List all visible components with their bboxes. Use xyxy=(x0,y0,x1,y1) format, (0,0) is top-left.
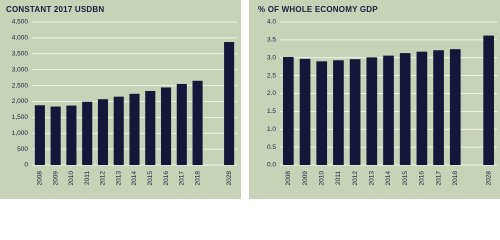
bar xyxy=(82,101,93,165)
bar xyxy=(224,42,235,165)
chart-title: CONSTANT 2017 USDBN xyxy=(6,5,104,14)
x-tick-label: 2017 xyxy=(179,171,186,186)
y-tick-label: 3.0 xyxy=(267,54,276,61)
bar xyxy=(316,61,328,166)
bar xyxy=(349,59,361,165)
x-tick-label: 2009 xyxy=(52,171,59,186)
y-tick-label: 2.0 xyxy=(267,90,276,97)
chart-title: % OF WHOLE ECONOMY GDP xyxy=(258,5,378,14)
x-tick-label: 2028 xyxy=(485,171,492,186)
bar xyxy=(160,87,172,165)
x-tick-label: 2016 xyxy=(163,171,170,186)
y-tick-label: 3,000 xyxy=(12,66,29,73)
page: {"chart_data": [ {"type": "bar", "title"… xyxy=(0,0,500,199)
bar xyxy=(34,105,45,165)
bar xyxy=(113,96,124,165)
bar xyxy=(399,53,411,165)
bar xyxy=(483,35,494,166)
x-tick-label: 2014 xyxy=(131,171,138,186)
x-tick-label: 2012 xyxy=(352,171,359,186)
y-tick-label: 2.5 xyxy=(267,72,276,79)
x-tick-label: 2013 xyxy=(369,171,376,186)
y-tick-label: 4.0 xyxy=(267,19,276,26)
y-tick-label: 1,500 xyxy=(12,114,29,121)
bar xyxy=(366,57,378,165)
bar xyxy=(433,50,444,165)
x-tick-label: 2013 xyxy=(115,171,122,186)
x-tick-label: 2015 xyxy=(147,171,154,186)
y-tick-label: 1.5 xyxy=(267,108,276,115)
y-tick-label: 500 xyxy=(17,146,28,153)
bar xyxy=(333,60,344,165)
x-tick-label: 2016 xyxy=(419,171,426,186)
y-tick-label: 0.5 xyxy=(267,144,276,151)
bar xyxy=(299,58,311,166)
bar xyxy=(176,83,187,165)
y-tick-label: 0 xyxy=(24,162,28,169)
bar xyxy=(145,90,156,165)
charts: CONSTANT 2017 USDBN 0 500 1,000 1,500 2,000 2,… xyxy=(0,0,500,199)
y-tick-label: 2,500 xyxy=(12,82,29,89)
x-tick-label: 2008 xyxy=(285,171,292,186)
x-tick-label: 2011 xyxy=(84,171,91,185)
y-tick-label: 4,000 xyxy=(12,35,29,42)
x-tick-label: 2011 xyxy=(335,171,342,185)
x-tick-label: 2014 xyxy=(385,171,392,186)
x-tick-label: 2010 xyxy=(318,171,325,186)
x-tick-label: 2008 xyxy=(37,171,44,186)
bar xyxy=(129,93,140,165)
x-tick-label: 2018 xyxy=(194,171,201,186)
x-tick-label: 2012 xyxy=(100,171,107,186)
x-tick-label: 2009 xyxy=(302,171,309,186)
bar xyxy=(192,80,203,165)
y-tick-label: 4,500 xyxy=(12,19,29,26)
bar xyxy=(283,57,294,165)
x-tick-label: 2015 xyxy=(402,171,409,186)
y-tick-label: 0.0 xyxy=(267,162,276,169)
bar xyxy=(66,105,77,165)
bar xyxy=(50,106,61,165)
y-tick-label: 2,000 xyxy=(12,98,29,105)
bar xyxy=(97,99,109,165)
x-tick-label: 2028 xyxy=(226,171,233,186)
x-tick-label: 2018 xyxy=(452,171,459,186)
x-tick-label: 2010 xyxy=(68,171,75,186)
bar xyxy=(383,55,394,166)
y-tick-label: 3.5 xyxy=(267,37,276,44)
bar xyxy=(416,51,428,165)
y-tick-label: 1,000 xyxy=(12,130,29,137)
x-tick-label: 2017 xyxy=(435,171,442,186)
y-tick-label: 3,500 xyxy=(12,50,29,57)
y-tick-label: 1.0 xyxy=(267,126,276,133)
bar xyxy=(449,49,461,165)
